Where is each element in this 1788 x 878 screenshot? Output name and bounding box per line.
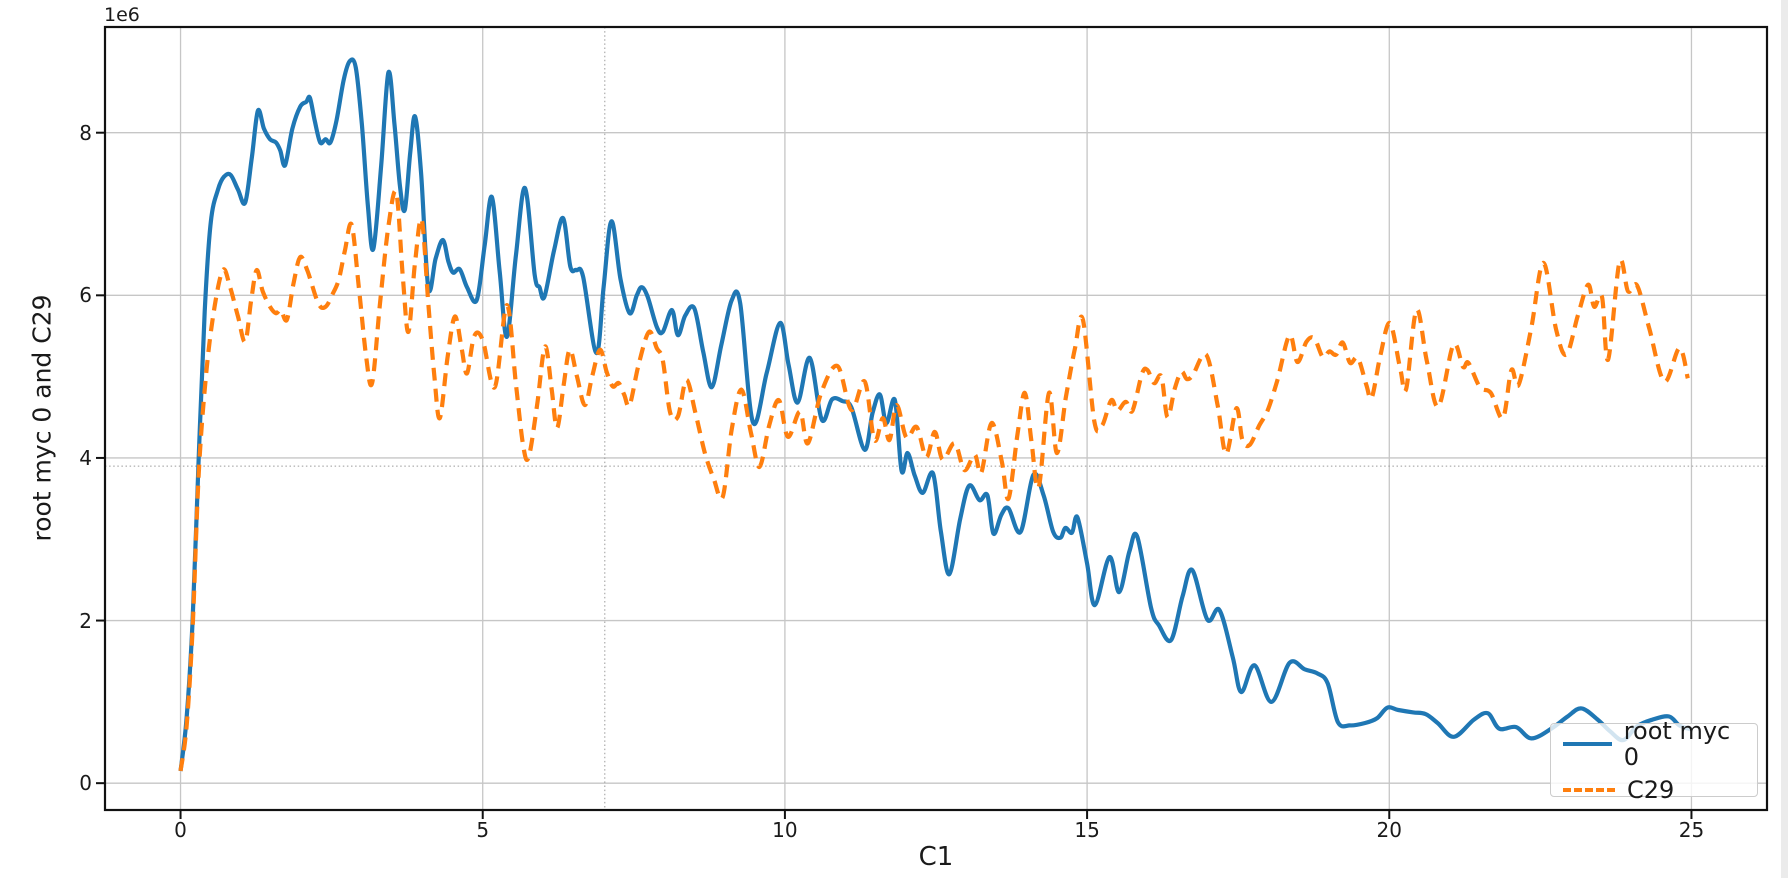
legend: root myc 0 C29 bbox=[1550, 718, 1758, 803]
x-tick-label-15: 15 bbox=[1074, 818, 1100, 842]
window-edge bbox=[1781, 0, 1788, 878]
legend-line-sample-root-myc-0 bbox=[1563, 741, 1612, 746]
y-axis-label: root myc 0 and C29 bbox=[27, 294, 57, 542]
y-tick-label-2: 2 bbox=[79, 608, 92, 633]
x-tick-label-10: 10 bbox=[772, 818, 798, 842]
y-axis-offset-label: 1e6 bbox=[104, 4, 140, 26]
x-axis-label: C1 bbox=[918, 842, 954, 872]
y-tick-label-8: 8 bbox=[79, 120, 92, 145]
x-tick-label-5: 5 bbox=[476, 818, 490, 842]
x-tick-label-20: 20 bbox=[1376, 818, 1402, 842]
legend-entry-root-myc-0: root myc 0 bbox=[1563, 718, 1745, 770]
series-line-root-myc-0 bbox=[178, 57, 1693, 772]
y-tick-label-4: 4 bbox=[79, 445, 92, 470]
legend-label-c29: C29 bbox=[1627, 775, 1675, 804]
legend-entry-c29: C29 bbox=[1563, 777, 1745, 803]
legend-label-root-myc-0: root myc 0 bbox=[1623, 716, 1731, 771]
x-tick-label-25: 25 bbox=[1678, 818, 1705, 842]
x-tick-label-0: 0 bbox=[174, 818, 187, 842]
legend-line-sample-c29 bbox=[1563, 787, 1615, 792]
y-tick-label-0: 0 bbox=[79, 771, 92, 796]
y-tick-label-6: 6 bbox=[79, 283, 92, 308]
series-line-c29 bbox=[178, 188, 1690, 772]
